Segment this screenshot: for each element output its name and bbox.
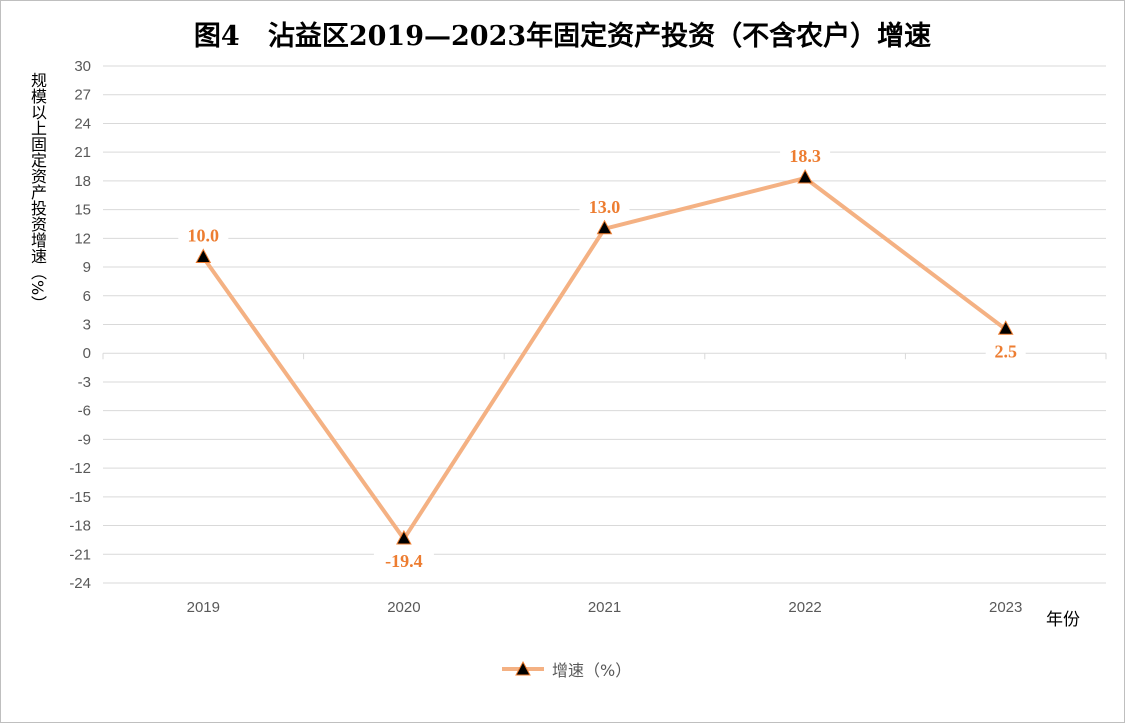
x-tick-label: 2020: [387, 599, 420, 616]
y-tick-label: -9: [78, 431, 91, 448]
x-tick-label: 2023: [989, 599, 1022, 616]
data-label-bg: [780, 145, 831, 168]
y-tick-label: 24: [74, 115, 91, 132]
y-tick-label: -21: [69, 546, 91, 563]
data-label-bg: [579, 195, 630, 218]
data-point-marker: [596, 219, 613, 235]
data-label: 2.5: [994, 341, 1017, 361]
chart-title: 图4 沾益区2019—2023年固定资产投资（不含农户）增速: [193, 21, 932, 52]
y-tick-label: 3: [83, 317, 91, 334]
y-axis-label: 规模以上固定资产投资增速（%）: [28, 72, 47, 312]
x-axis-ticks: 2019 2020 2021 2022 2023: [187, 599, 1023, 616]
data-label: 10.0: [188, 225, 220, 245]
data-point-marker: [396, 529, 412, 545]
y-tick-label: 18: [74, 173, 91, 190]
data-point-marker: [195, 248, 212, 263]
y-tick-label: 21: [74, 144, 91, 161]
y-tick-label: -3: [78, 374, 91, 391]
y-tick-label: -12: [69, 460, 91, 477]
data-label-bg: [985, 340, 1026, 363]
y-tick-label: 30: [74, 58, 91, 75]
data-labels: 10.0 -19.4 13.0 18.3 2.5: [178, 145, 1026, 572]
series-growth: [195, 168, 1014, 545]
legend-label: 增速（%）: [552, 661, 632, 680]
y-tick-label: -6: [78, 403, 91, 420]
y-tick-label: -15: [69, 489, 91, 506]
data-label: -19.4: [385, 551, 423, 571]
x-tick-label: 2022: [788, 599, 821, 616]
y-tick-label: 12: [74, 230, 91, 247]
data-label-bg: [373, 549, 434, 572]
y-tick-label: 9: [83, 259, 91, 276]
y-tick-label: 15: [74, 202, 91, 219]
legend-marker-icon: [502, 660, 544, 676]
y-tick-label: 6: [83, 288, 91, 305]
y-tick-label: -24: [69, 575, 91, 592]
x-tick-label: 2019: [187, 599, 220, 616]
y-tick-label: 27: [74, 87, 91, 104]
legend[interactable]: 增速（%）: [500, 657, 631, 681]
y-tick-label: -18: [69, 518, 91, 535]
x-axis-label: 年份: [1046, 610, 1080, 630]
data-point-marker: [997, 320, 1014, 335]
y-tick-label: 0: [83, 345, 91, 362]
data-point-marker: [797, 168, 813, 184]
data-label-bg: [178, 224, 229, 247]
data-label: 13.0: [589, 197, 621, 217]
data-label: 18.3: [789, 146, 821, 166]
x-tick-label: 2021: [588, 599, 621, 616]
